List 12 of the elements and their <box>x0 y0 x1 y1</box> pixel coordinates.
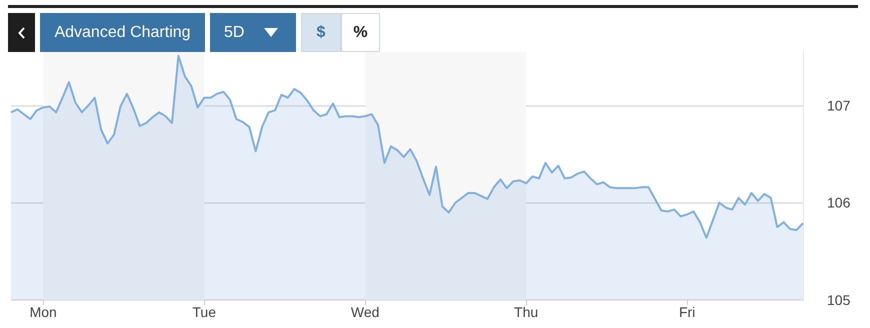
text: $ <box>316 24 326 42</box>
x-tick-label: Fri <box>678 304 696 320</box>
y-tick-label: 106 <box>827 194 851 211</box>
text: 5D <box>224 24 244 42</box>
x-tick-label: Thu <box>514 304 538 320</box>
text: Advanced Charting <box>54 24 191 42</box>
x-tick-label: Wed <box>350 304 380 320</box>
y-tick-label: 105 <box>827 292 851 308</box>
x-tick-label: Mon <box>30 304 57 320</box>
text: % <box>353 24 368 42</box>
y-tick-label: 107 <box>827 97 851 114</box>
x-tick-label: Tue <box>192 304 216 320</box>
